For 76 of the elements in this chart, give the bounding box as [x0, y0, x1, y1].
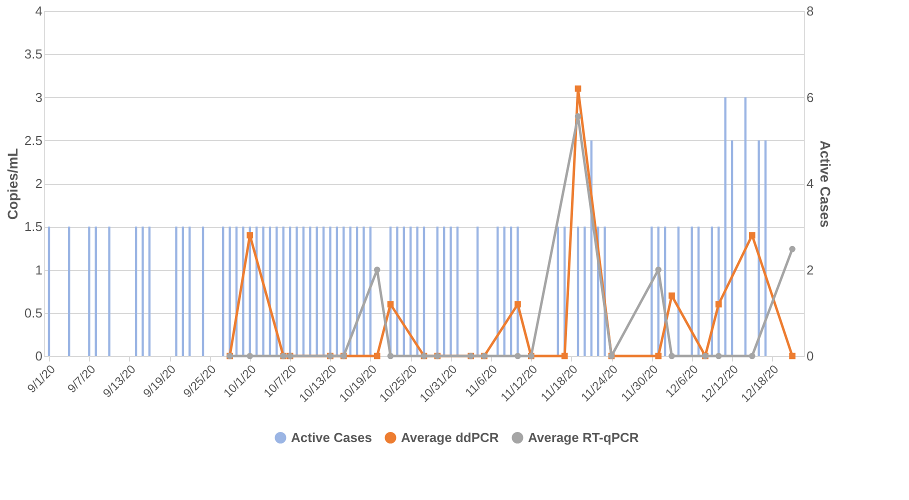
- point: [514, 352, 521, 360]
- bar: [396, 226, 398, 356]
- bar: [316, 226, 318, 356]
- bar: [68, 226, 70, 356]
- bar: [276, 226, 278, 356]
- point: [668, 292, 675, 299]
- bar: [108, 226, 110, 356]
- bar: [496, 226, 499, 356]
- bar: [442, 226, 446, 356]
- point: [246, 352, 254, 360]
- bar: [188, 226, 191, 356]
- point: [789, 246, 796, 252]
- point: [655, 352, 662, 360]
- bar: [362, 226, 365, 356]
- bar: [262, 226, 264, 356]
- y2-tick-label: 0: [806, 348, 814, 364]
- bar: [202, 226, 204, 356]
- y-tick-label: 1.5: [24, 219, 42, 234]
- bar: [175, 226, 178, 356]
- bar: [309, 226, 312, 356]
- bar: [336, 226, 338, 356]
- legend-label: Average ddPCR: [401, 430, 500, 445]
- legend-label: Average RT-qPCR: [528, 430, 640, 445]
- point: [668, 352, 675, 360]
- point: [374, 266, 380, 273]
- legend-label: Active Cases: [291, 430, 372, 445]
- point: [748, 352, 756, 360]
- y-tick-label: 2: [35, 176, 42, 191]
- bar: [650, 226, 653, 356]
- bar: [349, 226, 352, 356]
- point: [789, 352, 796, 360]
- bar: [556, 226, 560, 356]
- point: [514, 301, 521, 308]
- point: [387, 352, 394, 360]
- y2-tick-label: 8: [806, 4, 814, 18]
- y-tick-label: 1: [35, 262, 42, 278]
- point: [655, 266, 662, 273]
- point: [574, 85, 582, 92]
- y2-tick-label: 6: [806, 90, 814, 105]
- y2-tick-label: 2: [806, 262, 814, 278]
- bar: [134, 226, 138, 356]
- point: [387, 301, 394, 308]
- y-tick-label: 0: [35, 348, 42, 364]
- point: [246, 232, 254, 238]
- bar: [222, 226, 224, 356]
- point: [715, 301, 722, 308]
- bar: [724, 97, 726, 356]
- bar: [296, 226, 298, 356]
- bar: [182, 226, 184, 356]
- point: [748, 232, 756, 238]
- y2-axis-title: Active Cases: [818, 140, 834, 228]
- y-axis-title: Copies/mL: [4, 148, 20, 220]
- y-tick-label: 4: [35, 4, 42, 18]
- bar: [148, 226, 151, 356]
- bar: [48, 226, 50, 356]
- y-tick-label: 3.5: [24, 46, 42, 62]
- point: [374, 352, 380, 360]
- point: [561, 352, 568, 360]
- bar: [302, 226, 305, 356]
- y-tick-label: 2.5: [24, 132, 42, 148]
- bar: [576, 226, 580, 356]
- bar: [142, 226, 144, 356]
- y-tick-label: 3: [35, 90, 42, 105]
- bar: [476, 226, 479, 356]
- point: [574, 113, 582, 120]
- bar: [416, 226, 418, 356]
- bar: [584, 226, 586, 356]
- y-tick-label: 0.5: [24, 305, 42, 320]
- bar: [94, 226, 97, 356]
- bar: [88, 226, 90, 356]
- y2-tick-label: 4: [806, 176, 814, 191]
- bar: [322, 226, 325, 356]
- bar: [456, 226, 459, 356]
- bar: [450, 226, 452, 356]
- bar: [758, 140, 760, 356]
- point: [715, 352, 722, 360]
